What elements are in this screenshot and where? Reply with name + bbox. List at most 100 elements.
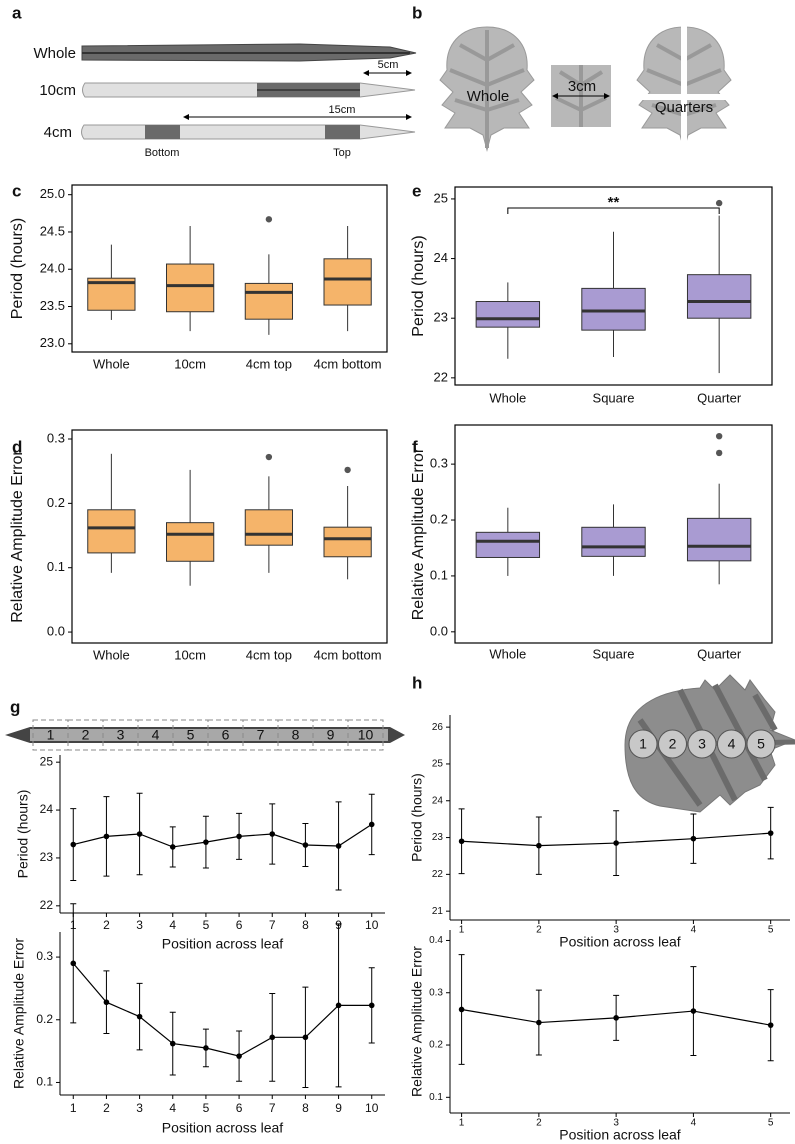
- point: [690, 835, 697, 842]
- box: [244, 282, 293, 320]
- x-tick-label: 5: [768, 925, 774, 936]
- point: [458, 1006, 465, 1013]
- point: [169, 844, 176, 850]
- y-tick-label: 0.2: [430, 511, 448, 526]
- outlier: [265, 216, 273, 223]
- segment-label: 5: [757, 736, 765, 752]
- y-tick-label: 0.3: [36, 949, 53, 963]
- x-tick-label: 9: [335, 1101, 342, 1115]
- line: [73, 823, 373, 848]
- x-tick-label: 8: [302, 918, 309, 932]
- y-axis-label: Relative Amplitude Error: [9, 450, 26, 623]
- box: [475, 531, 541, 558]
- x-tick-label: 3: [136, 918, 143, 932]
- diagram-a: a Whole 10cm 5cm 15cm 4cm Bottom Top: [12, 3, 417, 159]
- leaf-quarters: [635, 25, 733, 152]
- x-tick-label: 1: [459, 925, 465, 936]
- panel-label: e: [412, 181, 421, 200]
- x-tick-label: 1: [459, 1118, 465, 1129]
- y-tick-label: 24: [434, 250, 448, 265]
- box: [475, 301, 541, 328]
- point: [103, 833, 110, 840]
- point: [536, 1019, 542, 1026]
- x-tick-label: 10: [365, 918, 379, 932]
- point: [536, 842, 542, 849]
- y-axis-label: Relative Amplitude Error: [409, 946, 425, 1097]
- line: [72, 962, 372, 1057]
- x-tick-label: 10cm: [174, 356, 206, 371]
- y-tick-label: 22: [432, 869, 444, 880]
- x-tick-label: 2: [103, 918, 110, 932]
- x-tick-label: Whole: [489, 390, 526, 405]
- x-tick-label: Square: [593, 646, 635, 661]
- segment-label: 4: [152, 727, 160, 743]
- box: [686, 517, 752, 562]
- box: [323, 526, 372, 558]
- segment-label: 2: [669, 736, 677, 752]
- x-tick-label: 4: [691, 1118, 697, 1129]
- segment-disc: [687, 729, 717, 759]
- box: [581, 287, 646, 331]
- panel-label: f: [412, 437, 418, 456]
- point: [458, 838, 465, 845]
- y-axis-label: Period (hours): [410, 235, 427, 336]
- box: [323, 258, 372, 306]
- y-tick-label: 23.5: [40, 298, 65, 313]
- y-tick-label: 25: [434, 190, 448, 205]
- y-tick-label: 0.1: [430, 567, 448, 582]
- plot-frame: [454, 186, 773, 386]
- x-tick-label: 4: [169, 918, 176, 932]
- point: [136, 1013, 143, 1020]
- outlier: [715, 432, 723, 440]
- panel-label: c: [12, 181, 21, 200]
- section-label: Bottom: [145, 147, 180, 159]
- segment-label: 8: [292, 727, 300, 743]
- y-tick-label: 26: [432, 722, 444, 733]
- point: [613, 840, 619, 846]
- x-tick-label: 3: [613, 925, 619, 936]
- y-tick-label: 23: [434, 310, 448, 325]
- x-tick-label: 4cm bottom: [314, 647, 382, 662]
- segment-label: 10: [358, 727, 374, 743]
- row-label: Whole: [33, 45, 76, 62]
- leaf-section: [325, 125, 360, 139]
- point: [767, 830, 774, 836]
- diagram-b: b Whole 3cm Quarters: [412, 3, 733, 152]
- x-tick-label: 4: [169, 1101, 176, 1115]
- segment-label: 7: [257, 727, 265, 743]
- point: [613, 1015, 619, 1021]
- segment-label: 5: [187, 727, 195, 743]
- x-tick-label: Whole: [93, 356, 130, 371]
- segment-disc: [717, 729, 746, 759]
- x-tick-label: 4cm top: [246, 356, 292, 371]
- y-tick-label: 24.5: [40, 223, 65, 238]
- x-tick-label: 7: [269, 1101, 276, 1115]
- segment-disc: [658, 729, 687, 759]
- y-tick-label: 0.0: [430, 623, 448, 638]
- x-tick-label: 5: [768, 1118, 774, 1129]
- box: [686, 274, 752, 319]
- point: [269, 1034, 276, 1041]
- x-axis-label: Position across leaf: [162, 1120, 284, 1136]
- row-label: 10cm: [39, 82, 76, 99]
- y-tick-label: 0.2: [429, 1040, 443, 1051]
- y-tick-label: 24.0: [40, 261, 65, 276]
- point: [368, 821, 375, 828]
- x-tick-label: 7: [269, 918, 276, 932]
- y-tick-label: 21: [432, 906, 444, 917]
- x-tick-label: Quarter: [697, 390, 742, 405]
- segment-box: [347, 719, 384, 751]
- segment-label: 3: [698, 736, 706, 752]
- box: [581, 526, 646, 557]
- y-tick-label: 0.1: [429, 1092, 443, 1103]
- leaf-section: [145, 125, 180, 139]
- segment-label: 1: [47, 727, 55, 743]
- y-tick-label: 25: [432, 759, 444, 770]
- box: [87, 509, 136, 554]
- scale-label: 5cm: [378, 59, 399, 71]
- x-tick-label: 5: [203, 918, 210, 932]
- leaf-4cm: [81, 124, 416, 140]
- segment-label: 9: [327, 727, 335, 743]
- box: [166, 522, 215, 562]
